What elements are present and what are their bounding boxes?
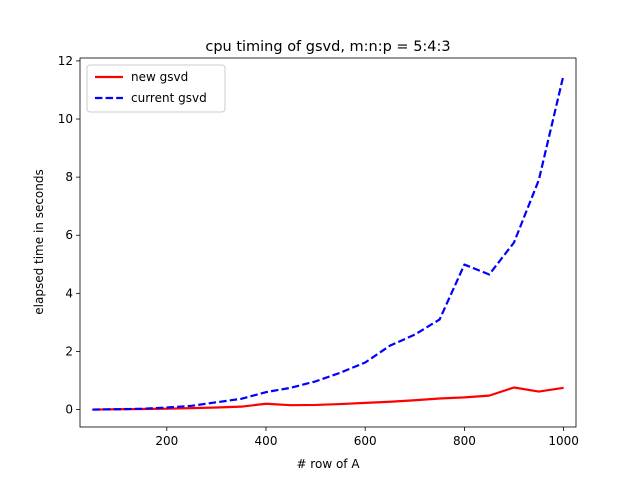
legend-label-1: new gsvd — [131, 70, 188, 84]
x-axis-label: # row of A — [296, 457, 360, 471]
y-axis-label: elapsed time in seconds — [32, 169, 46, 314]
x-tick-label: 800 — [453, 434, 476, 448]
legend: new gsvd current gsvd — [86, 64, 226, 113]
x-tick-label: 400 — [255, 434, 278, 448]
series-line-2 — [92, 74, 565, 411]
x-tick-label: 200 — [155, 434, 178, 448]
y-tick-label: 6 — [65, 228, 73, 242]
y-tick-label: 4 — [65, 286, 73, 300]
axes-frame — [79, 57, 577, 428]
chart-title: cpu timing of gsvd, m:n:p = 5:4:3 — [205, 39, 450, 55]
x-tick-label: 600 — [354, 434, 377, 448]
y-tick-label: 0 — [65, 403, 73, 417]
y-tick-label: 10 — [58, 112, 73, 126]
x-tick-label: 1000 — [548, 434, 579, 448]
series-line-1 — [92, 386, 564, 411]
legend-label-2: current gsvd — [131, 91, 207, 105]
y-tick-label: 12 — [58, 54, 73, 68]
plot-area: 200 400 600 800 1000 0 2 4 6 8 10 12 — [58, 54, 579, 448]
y-tick-label: 2 — [65, 344, 73, 358]
y-tick-label: 8 — [65, 170, 73, 184]
